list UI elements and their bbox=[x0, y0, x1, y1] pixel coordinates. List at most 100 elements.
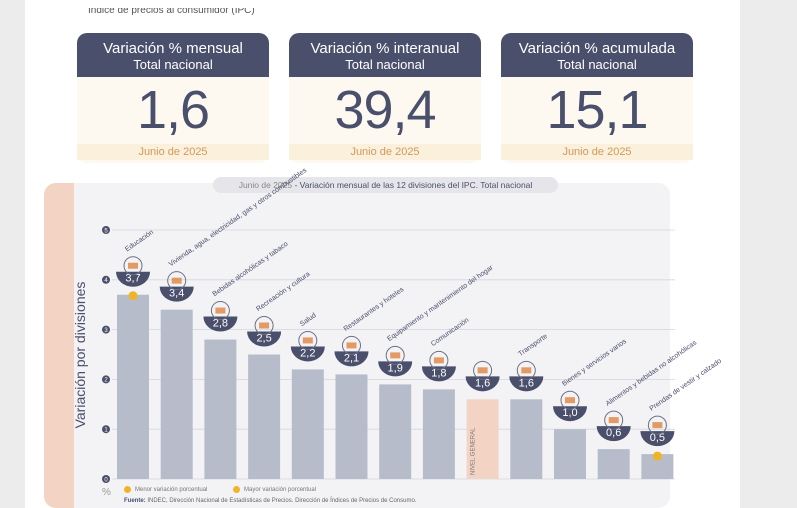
category-icon-shape bbox=[390, 352, 401, 359]
card-body: 39,4 Junio de 2025 bbox=[289, 77, 481, 163]
bar bbox=[379, 384, 412, 479]
bar bbox=[160, 309, 193, 479]
value-badge bbox=[509, 376, 544, 392]
value-badge bbox=[159, 286, 194, 302]
legend-min-label: Menor variación porcentual bbox=[135, 487, 208, 494]
value-badge bbox=[116, 271, 150, 287]
card-value: 1,6 bbox=[136, 80, 210, 140]
category-label: Recreación y cultura bbox=[255, 271, 311, 313]
value-badge bbox=[553, 406, 587, 422]
max-marker bbox=[128, 291, 138, 301]
value-label: 3,7 bbox=[125, 273, 140, 285]
category-icon bbox=[298, 330, 318, 350]
bar-inner-label: NIVEL GENERAL bbox=[471, 427, 477, 475]
y-tick-label: 0 bbox=[104, 477, 108, 483]
y-tick-marker bbox=[102, 475, 110, 483]
category-icon bbox=[254, 316, 274, 335]
value-label: 2,5 bbox=[256, 333, 271, 345]
y-tick-marker bbox=[102, 275, 110, 284]
bar bbox=[117, 294, 149, 479]
y-tick-label: 2 bbox=[104, 378, 108, 384]
y-tick-marker bbox=[102, 375, 110, 384]
legend-max-marker bbox=[233, 486, 240, 493]
source-label: Fuente: bbox=[124, 498, 146, 504]
bar bbox=[422, 389, 455, 479]
category-icon bbox=[647, 415, 667, 435]
category-icon bbox=[429, 350, 449, 370]
category-icon-shape bbox=[521, 367, 532, 374]
bar bbox=[335, 374, 368, 479]
y-tick-label: 4 bbox=[104, 278, 108, 284]
value-badge bbox=[465, 376, 500, 392]
category-icon-shape bbox=[477, 367, 488, 374]
source-text: INDEC, Dirección Nacional de Estadística… bbox=[145, 498, 417, 504]
category-icon bbox=[385, 345, 405, 365]
page-header-text: Índice de precios al consumidor (IPC) bbox=[88, 8, 255, 16]
card-value: 15,1 bbox=[546, 80, 648, 140]
card-subtitle: Total nacional bbox=[345, 57, 425, 72]
category-icon-shape bbox=[215, 307, 226, 314]
card-title: Variación % interanual bbox=[310, 40, 460, 57]
y-tick-marker bbox=[102, 425, 110, 434]
card-title: Variación % acumulada bbox=[518, 40, 676, 57]
card-header: Variación % acumulada Total nacional bbox=[501, 33, 693, 77]
bar bbox=[466, 399, 499, 479]
category-icon-shape bbox=[608, 417, 619, 424]
chart-title: Junio de 2025 - Variación mensual de las… bbox=[213, 177, 558, 193]
category-label: Transporte bbox=[517, 333, 549, 358]
card-title: Variación % mensual bbox=[103, 40, 243, 57]
card-cumulative: Variación % acumulada Total nacional 15,… bbox=[501, 33, 693, 163]
chart-title-date: Junio de 2025 bbox=[238, 180, 293, 190]
card-header: Variación % interanual Total nacional bbox=[289, 33, 481, 77]
y-tick-label: 3 bbox=[104, 328, 108, 334]
category-icon bbox=[210, 301, 230, 321]
y-tick-label: 1 bbox=[104, 428, 108, 434]
category-icon bbox=[473, 360, 493, 380]
category-icon-shape bbox=[171, 277, 182, 284]
value-label: 0,5 bbox=[650, 432, 665, 444]
legend-max: Mayor variación porcentual bbox=[233, 486, 316, 493]
value-badge bbox=[421, 366, 456, 382]
category-icon bbox=[516, 360, 536, 380]
category-icon bbox=[342, 335, 361, 355]
y-axis-unit: % bbox=[102, 487, 111, 498]
category-icon bbox=[560, 390, 580, 410]
y-tick-marker bbox=[102, 325, 110, 334]
value-label: 1,8 bbox=[431, 367, 446, 379]
value-badge bbox=[596, 426, 631, 442]
category-label: Vivienda, agua, electricidad, gas y otro… bbox=[168, 167, 309, 268]
category-label: Comunicación bbox=[430, 317, 470, 348]
value-label: 2,2 bbox=[300, 347, 315, 359]
category-label: Equipamiento y mantenimiento del hogar bbox=[386, 264, 495, 343]
card-subtitle: Total nacional bbox=[133, 57, 213, 72]
y-tick-marker bbox=[102, 226, 110, 234]
value-label: 0,6 bbox=[606, 427, 621, 439]
legend-min-marker bbox=[124, 486, 131, 493]
card-body: 15,1 Junio de 2025 bbox=[501, 77, 693, 163]
bar bbox=[204, 339, 237, 479]
legend-max-label: Mayor variación porcentual bbox=[244, 487, 317, 494]
min-marker bbox=[652, 451, 662, 461]
value-label: 1,0 bbox=[562, 407, 577, 419]
bar bbox=[554, 429, 586, 479]
value-badge bbox=[203, 316, 238, 332]
value-label: 1,6 bbox=[519, 377, 534, 389]
category-label: Bienes y servicios varios bbox=[561, 338, 628, 388]
card-interannual: Variación % interanual Total nacional 39… bbox=[289, 33, 481, 163]
bar bbox=[510, 399, 543, 479]
bar bbox=[291, 369, 324, 479]
value-badge bbox=[640, 431, 675, 447]
chart-title-text: - Variación mensual de las 12 divisiones… bbox=[292, 180, 533, 190]
source-note: Fuente: INDEC, Dirección Nacional de Est… bbox=[124, 498, 416, 504]
chart-side-tab bbox=[44, 183, 74, 508]
card-value: 39,4 bbox=[334, 80, 436, 140]
legend-min: Menor variación porcentual bbox=[124, 486, 207, 493]
category-icon bbox=[167, 271, 187, 291]
card-date: Junio de 2025 bbox=[289, 144, 481, 160]
card-subtitle: Total nacional bbox=[557, 57, 637, 72]
category-icon-shape bbox=[128, 262, 138, 269]
bar bbox=[597, 449, 630, 479]
value-label: 1,6 bbox=[475, 377, 490, 389]
category-label: Restaurantes y hoteles bbox=[343, 286, 406, 333]
